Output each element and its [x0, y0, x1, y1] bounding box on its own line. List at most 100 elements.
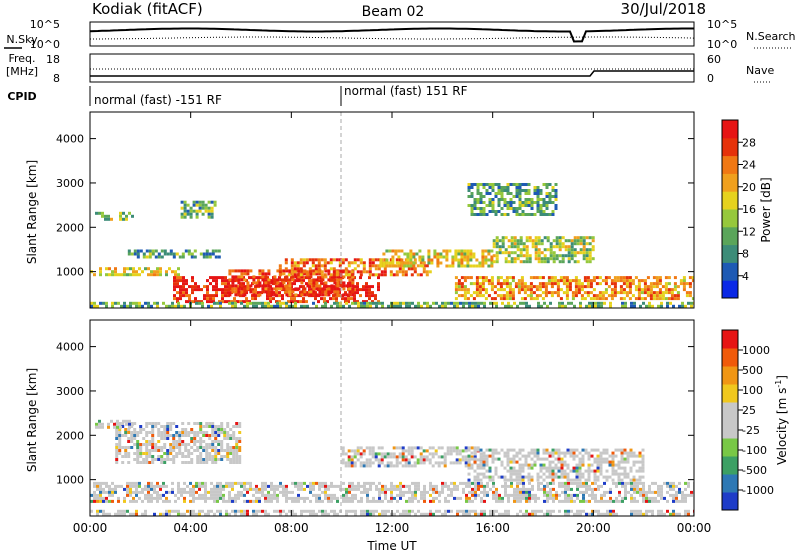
cpid-segment-2: normal (fast) 151 RF: [344, 84, 468, 98]
echo-cell: [479, 210, 483, 213]
echo-cell: [196, 434, 200, 437]
echo-cell: [512, 210, 516, 213]
echo-cell: [324, 281, 328, 285]
echo-cell: [163, 252, 167, 256]
colorbar-tick-label: -25: [742, 424, 760, 437]
echo-cell: [344, 270, 348, 274]
echo-cell: [428, 452, 432, 456]
echo-cell: [115, 452, 119, 455]
echo-cell: [436, 264, 440, 268]
echo-cell: [583, 279, 587, 283]
echo-cell: [145, 461, 149, 464]
echo-cell: [480, 481, 483, 485]
echo-cell: [491, 183, 495, 186]
echo-cell: [475, 258, 479, 262]
echo-cell: [214, 431, 218, 434]
echo-cell: [660, 512, 663, 516]
echo-cell: [465, 481, 468, 485]
echo-cell: [588, 248, 592, 252]
echo-cell: [174, 273, 177, 277]
echo-cell: [621, 484, 624, 488]
freq-tick-low: 8: [53, 72, 60, 85]
echo-cell: [434, 461, 438, 465]
echo-cell: [123, 270, 126, 274]
echo-cell: [105, 267, 108, 271]
echo-cell: [303, 499, 306, 503]
echo-cell: [554, 183, 558, 186]
echo-cell: [290, 258, 294, 262]
echo-cell: [213, 512, 216, 516]
echo-cell: [584, 451, 588, 455]
echo-cell: [649, 282, 653, 286]
echo-cell: [608, 454, 612, 458]
echo-cell: [427, 261, 431, 265]
echo-cell: [224, 276, 227, 280]
echo-cell: [243, 269, 247, 273]
echo-cell: [299, 279, 302, 283]
echo-cell: [550, 282, 554, 286]
echo-cell: [462, 509, 465, 513]
echo-cell: [468, 496, 471, 500]
echo-cell: [162, 512, 165, 516]
echo-cell: [437, 461, 441, 465]
echo-cell: [228, 493, 231, 497]
echo-cell: [599, 457, 603, 461]
echo-cell: [576, 251, 580, 255]
echo-cell: [278, 276, 281, 280]
echo-cell: [578, 478, 582, 482]
echo-cell: [246, 301, 249, 305]
colorbar-swatch: [722, 262, 738, 281]
echo-cell: [246, 490, 249, 494]
echo-cell: [465, 301, 468, 305]
echo-cell: [101, 214, 104, 218]
echo-cell: [468, 481, 471, 485]
echo-cell: [492, 301, 495, 305]
echo-cell: [142, 252, 146, 256]
echo-cell: [478, 282, 482, 286]
echo-cell: [641, 463, 645, 467]
echo-cell: [481, 249, 485, 253]
echo-cell: [121, 455, 125, 458]
echo-cell: [320, 273, 324, 277]
echo-cell: [624, 484, 627, 488]
echo-cell: [261, 484, 264, 488]
echo-cell: [600, 493, 603, 497]
echo-cell: [600, 496, 603, 500]
echo-cell: [687, 512, 690, 516]
echo-cell: [593, 469, 597, 473]
echo-cell: [135, 301, 138, 305]
echo-cell: [573, 499, 576, 503]
echo-cell: [554, 204, 558, 207]
echo-cell: [516, 481, 519, 485]
echo-cell: [135, 493, 138, 497]
echo-cell: [312, 487, 315, 491]
echo-cell: [459, 481, 462, 485]
echo-cell: [591, 512, 594, 516]
echo-cell: [138, 490, 141, 494]
echo-cell: [548, 469, 552, 473]
echo-cell: [576, 242, 580, 246]
echo-cell: [359, 461, 363, 465]
echo-cell: [462, 490, 465, 494]
echo-cell: [500, 460, 504, 464]
echo-cell: [554, 466, 558, 470]
echo-cell: [120, 509, 123, 513]
echo-cell: [135, 270, 138, 274]
echo-cell: [436, 252, 440, 256]
echo-cell: [285, 278, 289, 282]
echo-cell: [276, 301, 279, 305]
echo-cell: [377, 282, 380, 286]
echo-cell: [148, 461, 152, 464]
echo-cell: [467, 186, 471, 189]
echo-cell: [293, 282, 296, 286]
echo-cell: [444, 301, 447, 305]
echo-cell: [147, 499, 150, 503]
echo-cell: [219, 490, 222, 494]
echo-cell: [580, 294, 584, 298]
echo-cell: [413, 464, 417, 468]
echo-cell: [435, 509, 438, 513]
echo-cell: [145, 443, 149, 446]
echo-cell: [482, 207, 486, 210]
echo-cell: [584, 469, 588, 473]
